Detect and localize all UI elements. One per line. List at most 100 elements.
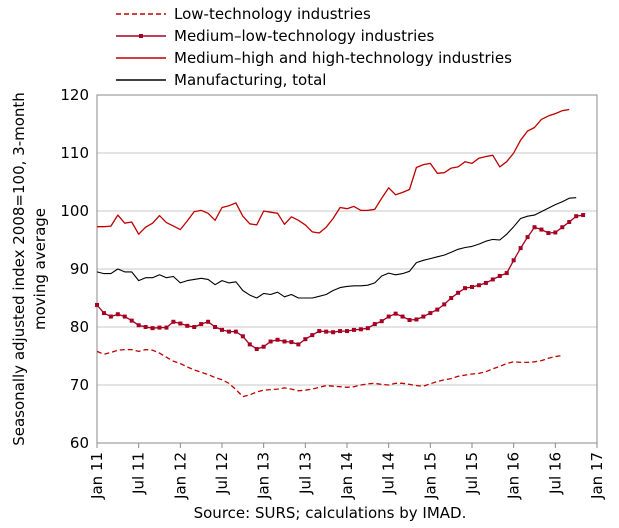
series-marker <box>95 302 99 307</box>
series-marker <box>414 317 419 322</box>
legend-label: Medium–low-technology industries <box>174 27 435 45</box>
y-tick-label: 120 <box>60 86 89 104</box>
series-marker <box>254 347 259 352</box>
series-marker <box>511 258 516 263</box>
series-marker <box>463 286 468 291</box>
legend-item: Medium–low-technology industries <box>116 27 435 45</box>
series-4 <box>96 197 577 299</box>
series-marker <box>518 246 523 251</box>
series-marker <box>150 326 155 331</box>
series-marker <box>199 322 204 327</box>
y-tick-label: 110 <box>60 144 89 162</box>
series-marker <box>372 322 377 327</box>
series-2 <box>95 213 586 352</box>
x-tick-label: Jul 13 <box>296 452 314 495</box>
legend-label: Medium–high and high-technology industri… <box>174 49 512 67</box>
series-marker <box>164 325 169 330</box>
y-tick-label: 60 <box>70 434 89 452</box>
series-marker <box>483 280 488 285</box>
series-marker <box>490 277 495 282</box>
series-marker <box>178 321 183 326</box>
series-marker <box>539 227 544 232</box>
x-tick-label: Jan 14 <box>338 452 356 500</box>
series-marker <box>476 283 481 288</box>
series-marker <box>421 314 426 319</box>
series-marker <box>213 325 218 329</box>
gridlines <box>97 152 597 386</box>
series-marker <box>129 318 134 323</box>
series-marker <box>303 337 308 342</box>
series-marker <box>386 314 391 319</box>
x-tick-label: Jul 12 <box>213 452 231 495</box>
series-1 <box>96 348 563 398</box>
legend-item: Manufacturing, total <box>116 71 326 89</box>
series-marker <box>497 273 502 278</box>
series-marker <box>546 231 551 236</box>
legend-item: Low-technology industries <box>116 5 371 23</box>
series-marker <box>393 311 398 316</box>
series-line <box>96 214 584 350</box>
series-marker <box>400 314 405 319</box>
series-3 <box>97 108 570 235</box>
y-axis-label-line1: Seasonally adjusted index 2008=100, 3-mo… <box>10 92 28 446</box>
series-marker <box>206 319 211 324</box>
x-axis-ticks: Jan 11 Jul 11 Jan 12 Jul 12 Jan 13 Jul 13 Jan … <box>88 443 606 500</box>
x-tick-label: Jan 15 <box>421 452 439 500</box>
series-line <box>96 197 577 299</box>
x-tick-label: Jan 11 <box>88 452 106 500</box>
series-marker <box>560 225 565 230</box>
series-marker <box>108 314 113 319</box>
series-marker <box>407 318 412 323</box>
series-marker <box>338 329 343 334</box>
series-marker <box>324 329 329 334</box>
x-tick-label: Jan 13 <box>255 452 273 500</box>
series-marker <box>358 327 363 332</box>
series-marker <box>136 323 141 328</box>
legend-item: Medium–high and high-technology industri… <box>116 49 512 67</box>
series-marker <box>365 326 370 331</box>
y-axis-label-line2: moving average <box>31 208 49 330</box>
series-marker <box>289 340 294 345</box>
series-line <box>97 108 570 235</box>
legend-marker <box>139 34 143 38</box>
x-tick-label: Jul 14 <box>380 452 398 495</box>
series-marker <box>282 339 287 344</box>
y-tick-label: 70 <box>70 376 89 394</box>
series-marker <box>171 319 176 324</box>
series-marker <box>581 213 586 218</box>
series-marker <box>567 220 572 225</box>
series-marker <box>456 290 461 295</box>
source-note: Source: SURS; calculations by IMAD. <box>194 504 467 522</box>
series-marker <box>275 337 280 342</box>
series-marker <box>532 225 537 230</box>
series-line <box>96 348 563 398</box>
x-tick-label: Jul 11 <box>130 452 148 495</box>
series-marker <box>240 334 245 339</box>
legend-label: Manufacturing, total <box>174 71 326 89</box>
y-tick-label: 100 <box>60 202 89 220</box>
y-axis-ticks: 60 70 80 90 100 110 120 <box>60 86 89 452</box>
series-marker <box>442 302 447 307</box>
series-marker <box>351 327 356 332</box>
series-marker <box>247 342 252 347</box>
series-marker <box>449 296 454 300</box>
series-marker <box>185 323 190 328</box>
x-tick-label: Jul 15 <box>463 452 481 495</box>
x-tick-label: Jan 12 <box>171 452 189 500</box>
series-marker <box>553 230 558 235</box>
x-tick-label: Jan 16 <box>505 452 523 500</box>
series-marker <box>345 329 349 334</box>
series-marker <box>115 312 120 317</box>
series-marker <box>143 325 148 329</box>
legend: Low-technology industries Medium–low-tech… <box>116 5 512 89</box>
x-tick-label: Jan 17 <box>588 452 606 500</box>
legend-label: Low-technology industries <box>174 5 371 23</box>
series-marker <box>122 314 127 319</box>
series-marker <box>268 339 273 344</box>
series-marker <box>435 307 440 312</box>
series-marker <box>525 235 530 240</box>
series-marker <box>470 284 474 289</box>
series-marker <box>428 311 433 316</box>
series-marker <box>220 327 224 332</box>
